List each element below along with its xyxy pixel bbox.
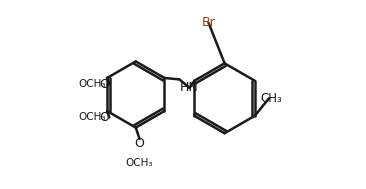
Text: OCH₃: OCH₃ [78, 112, 106, 122]
Text: OCH₃: OCH₃ [126, 158, 153, 167]
Text: HN: HN [180, 81, 199, 94]
Text: O: O [135, 137, 145, 150]
Text: O: O [100, 78, 109, 91]
Text: Br: Br [202, 16, 215, 29]
Text: CH₃: CH₃ [260, 92, 282, 105]
Text: OCH₃: OCH₃ [78, 79, 106, 89]
Text: O: O [100, 111, 109, 124]
